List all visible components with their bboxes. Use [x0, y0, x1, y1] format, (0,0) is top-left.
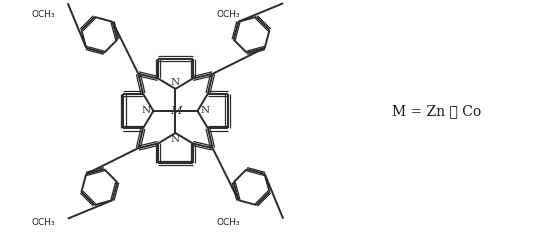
Text: OCH₃: OCH₃: [217, 218, 240, 227]
Text: OCH₃: OCH₃: [217, 10, 240, 19]
Text: M: M: [170, 106, 181, 116]
Text: OCH₃: OCH₃: [32, 218, 55, 227]
Text: N: N: [171, 135, 180, 144]
Text: N: N: [171, 78, 180, 87]
Text: M = Zn 或 Co: M = Zn 或 Co: [392, 104, 481, 118]
Text: N: N: [201, 106, 209, 115]
Text: N: N: [141, 106, 151, 115]
Text: OCH₃: OCH₃: [32, 10, 55, 19]
